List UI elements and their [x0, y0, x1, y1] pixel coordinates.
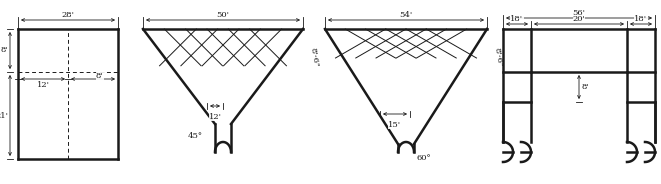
Text: 56': 56'	[572, 9, 586, 17]
Text: 21': 21'	[0, 112, 8, 119]
Text: 12': 12'	[36, 81, 50, 89]
Text: 8'-6": 8'-6"	[493, 47, 504, 68]
Text: 50': 50'	[217, 11, 229, 19]
Text: 8': 8'	[582, 83, 590, 91]
Text: 28': 28'	[61, 11, 75, 19]
Text: 60°: 60°	[416, 154, 432, 162]
Text: 18': 18'	[635, 15, 648, 23]
Text: 8': 8'	[96, 72, 104, 80]
Text: 20': 20'	[572, 15, 586, 23]
Text: 54': 54'	[399, 11, 412, 19]
Text: 8': 8'	[0, 47, 8, 54]
Text: 15': 15'	[389, 121, 402, 129]
Text: 8'-6": 8'-6"	[309, 47, 321, 68]
Text: 18': 18'	[510, 15, 524, 23]
Text: 12': 12'	[208, 113, 221, 121]
Text: 45°: 45°	[188, 132, 202, 140]
